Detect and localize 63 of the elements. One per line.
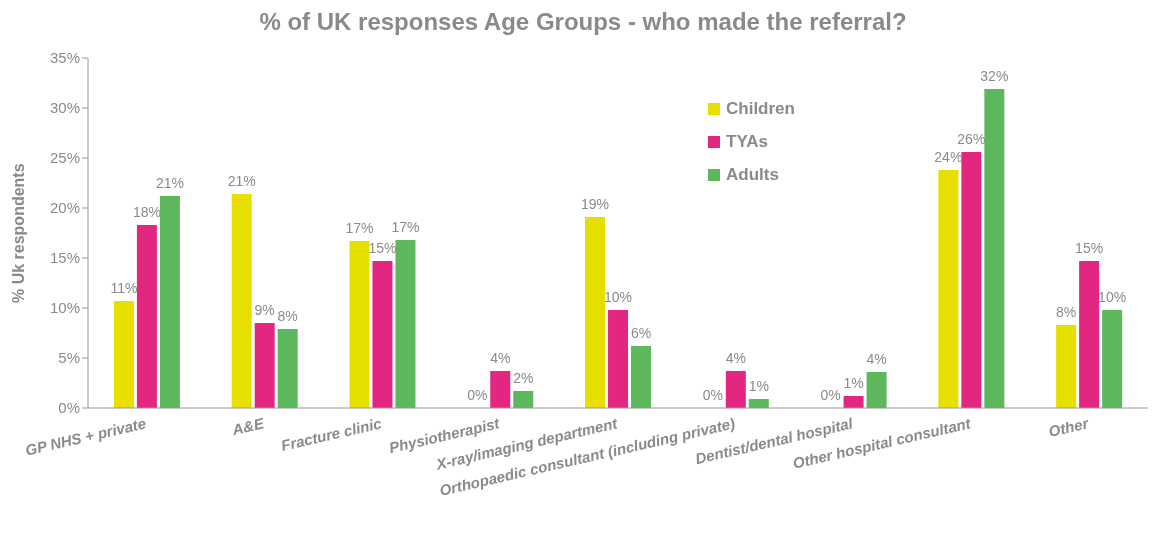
data-label: 1%: [843, 375, 864, 391]
legend-label: Adults: [726, 164, 779, 185]
bar: [349, 241, 370, 408]
data-label: 0%: [467, 386, 488, 403]
x-tick-label: A&E: [229, 414, 267, 439]
data-label: 21%: [155, 175, 184, 191]
y-tick-label: 5%: [58, 349, 80, 367]
y-axis-title: % Uk respondents: [9, 163, 27, 303]
bar: [961, 152, 982, 408]
x-tick-label: Other: [1046, 414, 1091, 440]
bar: [843, 396, 864, 408]
legend-label: Children: [726, 98, 795, 119]
data-label: 17%: [391, 219, 420, 235]
data-label: 9%: [254, 302, 275, 318]
bar: [631, 346, 652, 408]
data-label: 21%: [227, 173, 256, 189]
data-label: 17%: [345, 220, 374, 236]
bar: [1079, 261, 1100, 408]
data-label: 4%: [866, 351, 887, 367]
bar: [254, 323, 275, 408]
data-label: 10%: [1098, 289, 1127, 305]
y-tick-label: 25%: [49, 149, 80, 167]
bar: [608, 310, 629, 408]
bar: [984, 89, 1005, 408]
bar: [136, 225, 157, 408]
bar: [938, 170, 959, 408]
data-label: 0%: [702, 386, 723, 403]
chart-title: % of UK responses Age Groups - who made the referral?: [258, 8, 908, 37]
bar: [395, 240, 416, 408]
data-label: 6%: [630, 325, 652, 341]
y-tick-label: 30%: [49, 99, 80, 117]
data-label: 4%: [490, 350, 511, 366]
bar: [725, 371, 746, 408]
data-label: 10%: [604, 289, 633, 305]
bar: [113, 301, 134, 408]
bar: [159, 196, 180, 408]
bar: [372, 261, 393, 408]
bar: [513, 391, 534, 408]
legend-label: TYAs: [726, 131, 768, 152]
data-label: 2%: [513, 370, 534, 386]
data-label: 19%: [581, 196, 610, 212]
data-label: 11%: [110, 280, 138, 296]
y-tick-label: 20%: [49, 199, 80, 217]
y-tick-label: 0%: [58, 399, 80, 417]
y-tick-label: 15%: [49, 249, 80, 267]
data-label: 4%: [725, 350, 746, 366]
x-tick-label: Fracture clinic: [279, 414, 384, 454]
y-tick-label: 35%: [49, 49, 80, 67]
y-tick-label: 10%: [49, 299, 80, 317]
data-label: 0%: [820, 386, 841, 403]
data-label: 32%: [980, 68, 1009, 84]
bar: [1056, 325, 1077, 408]
x-tick-label: GP NHS + private: [23, 414, 148, 459]
bar: [1102, 310, 1123, 408]
data-label: 8%: [277, 308, 298, 324]
data-label: 8%: [1056, 304, 1077, 320]
bar: [585, 217, 606, 408]
bar: [490, 371, 511, 408]
data-label: 15%: [1075, 240, 1104, 256]
bar: [866, 372, 887, 408]
data-label: 1%: [748, 378, 769, 394]
bar: [277, 329, 298, 408]
bar: [231, 194, 252, 408]
